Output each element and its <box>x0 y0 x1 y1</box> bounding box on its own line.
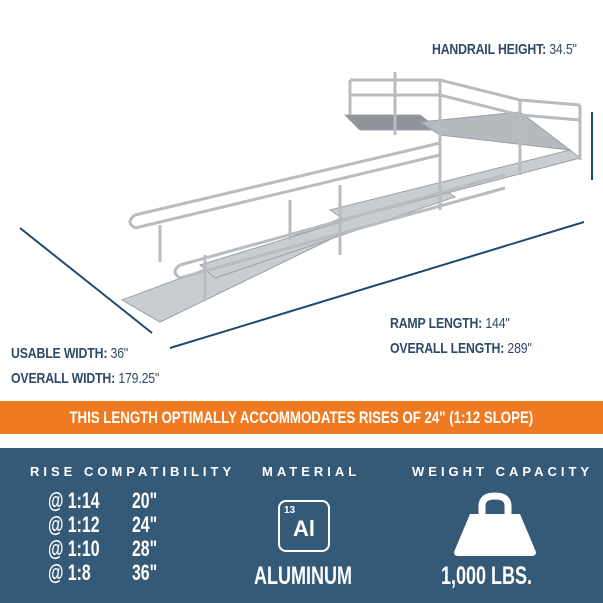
slope: @ 1:10 <box>48 536 100 561</box>
specs-panel: RISE COMPATIBILITY @ 1:14 20" @ 1:12 24" @… <box>0 448 603 603</box>
slope: @ 1:14 <box>48 488 100 513</box>
ramp-illustration <box>19 72 593 349</box>
material-title: MATERIAL <box>262 464 361 479</box>
rise-value: 36" <box>132 560 158 585</box>
usable-width-label: USABLE WIDTH: 36" <box>11 345 129 362</box>
rise-title: RISE COMPATIBILITY <box>30 464 236 479</box>
slope: @ 1:8 <box>48 560 91 585</box>
weight-title: WEIGHT CAPACITY <box>412 464 594 479</box>
ramp-length-label: RAMP LENGTH: 144" <box>390 315 510 332</box>
rise-value: 24" <box>132 512 158 537</box>
length-arrow <box>169 221 585 349</box>
banner-text: THIS LENGTH OPTIMALLY ACCOMMODATES RISES… <box>69 407 534 427</box>
handrails <box>128 72 582 300</box>
slope-banner: THIS LENGTH OPTIMALLY ACCOMMODATES RISES… <box>0 401 603 434</box>
overall-width-label: OVERALL WIDTH: 179.25" <box>11 370 160 387</box>
atomic-number: 13 <box>284 505 296 516</box>
weight-icon <box>454 492 536 556</box>
element-symbol: Al <box>293 516 315 541</box>
width-arrow <box>19 227 153 334</box>
rise-value: 20" <box>132 488 158 513</box>
rise-value: 28" <box>132 536 158 561</box>
slope: @ 1:12 <box>48 512 100 537</box>
dimension-arrows <box>19 112 593 349</box>
handrail-height-label: HANDRAIL HEIGHT: 34.5" <box>432 41 577 58</box>
weight-value: 1,000 LBS. <box>441 562 533 590</box>
element-icon: 13 Al <box>278 500 330 552</box>
overall-length-label: OVERALL LENGTH: 289" <box>390 340 532 357</box>
material-name: ALUMINUM <box>254 562 352 590</box>
